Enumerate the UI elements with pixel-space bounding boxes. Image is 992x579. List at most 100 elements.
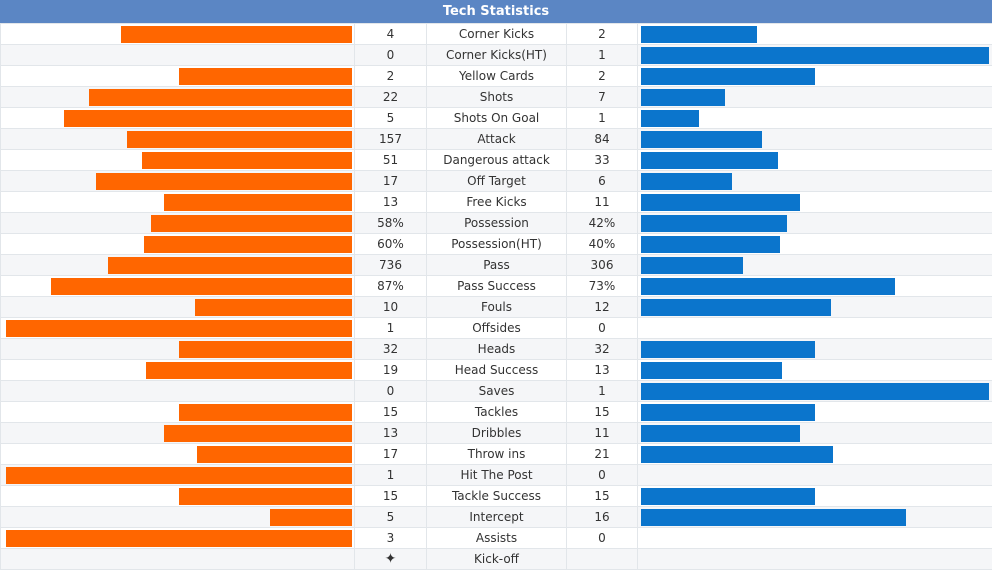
stat-name: Pass Success [426, 275, 567, 297]
home-value: 60% [354, 233, 427, 255]
home-value: 3 [354, 527, 427, 549]
stat-name: Attack [426, 128, 567, 150]
stat-row: 22 Shots 7 [0, 86, 992, 108]
home-value: 1 [354, 317, 427, 339]
away-bar-cell [637, 548, 992, 570]
away-bar [641, 256, 743, 274]
away-value: 42% [566, 212, 638, 234]
away-bar [641, 487, 815, 505]
stat-row: 10 Fouls 12 [0, 296, 992, 318]
stat-row: 157 Attack 84 [0, 128, 992, 150]
away-value: 1 [566, 44, 638, 66]
stat-row: 3 Assists 0 [0, 527, 992, 549]
home-value: 13 [354, 191, 427, 213]
stat-row: 5 Shots On Goal 1 [0, 107, 992, 129]
stat-row: 51 Dangerous attack 33 [0, 149, 992, 171]
away-value: 0 [566, 317, 638, 339]
away-value: 84 [566, 128, 638, 150]
away-value: 13 [566, 359, 638, 381]
home-bar [179, 67, 352, 85]
away-bar-cell [637, 107, 992, 129]
away-bar-cell [637, 338, 992, 360]
home-bar-cell [0, 401, 355, 423]
home-bar-cell [0, 44, 355, 66]
away-bar [641, 445, 833, 463]
away-value: 0 [566, 527, 638, 549]
home-value: 5 [354, 506, 427, 528]
home-value: 51 [354, 149, 427, 171]
home-bar [108, 256, 352, 274]
away-value: 11 [566, 422, 638, 444]
stat-name: Corner Kicks(HT) [426, 44, 567, 66]
home-bar-cell [0, 422, 355, 444]
home-bar-cell [0, 212, 355, 234]
stat-name: Yellow Cards [426, 65, 567, 87]
home-bar [179, 340, 352, 358]
away-bar [641, 361, 782, 379]
home-bar-cell [0, 254, 355, 276]
away-bar [641, 298, 831, 316]
home-bar-cell [0, 443, 355, 465]
away-bar [641, 403, 815, 421]
stat-row: 60% Possession(HT) 40% [0, 233, 992, 255]
kickoff-ball-icon: ✦ [384, 551, 397, 567]
away-value: 16 [566, 506, 638, 528]
away-bar [641, 46, 989, 64]
away-value: 1 [566, 107, 638, 129]
home-bar [121, 25, 352, 43]
stat-row: 1 Hit The Post 0 [0, 464, 992, 486]
home-value: 10 [354, 296, 427, 318]
home-bar-cell [0, 191, 355, 213]
home-bar-cell [0, 548, 355, 570]
away-value: 15 [566, 401, 638, 423]
home-bar [127, 130, 352, 148]
stat-name: Tackle Success [426, 485, 567, 507]
stat-row: 0 Saves 1 [0, 380, 992, 402]
away-value: 40% [566, 233, 638, 255]
home-value: 4 [354, 23, 427, 45]
stat-row: 58% Possession 42% [0, 212, 992, 234]
away-value: 32 [566, 338, 638, 360]
panel-title: Tech Statistics [0, 0, 992, 23]
home-bar-cell [0, 506, 355, 528]
home-bar-cell [0, 149, 355, 171]
stat-row: 13 Dribbles 11 [0, 422, 992, 444]
away-bar-cell [637, 527, 992, 549]
home-value: 87% [354, 275, 427, 297]
stat-name: Dangerous attack [426, 149, 567, 171]
away-bar [641, 88, 725, 106]
away-kickoff-cell [566, 548, 638, 570]
stat-row: 17 Off Target 6 [0, 170, 992, 192]
stat-name: Free Kicks [426, 191, 567, 213]
away-bar-cell [637, 275, 992, 297]
stat-name: Possession(HT) [426, 233, 567, 255]
away-bar [641, 67, 815, 85]
stat-name: Tackles [426, 401, 567, 423]
home-value: 0 [354, 44, 427, 66]
home-bar [179, 487, 352, 505]
home-bar-cell [0, 23, 355, 45]
stat-name: Pass [426, 254, 567, 276]
home-bar-cell [0, 233, 355, 255]
stats-table: 4 Corner Kicks 2 0 Corner Kicks(HT) 1 2 Yellow … [0, 23, 992, 570]
away-bar [641, 508, 906, 526]
home-bar [142, 151, 352, 169]
away-bar [641, 424, 800, 442]
away-value: 73% [566, 275, 638, 297]
home-bar-cell [0, 170, 355, 192]
away-bar-cell [637, 254, 992, 276]
home-bar-cell [0, 107, 355, 129]
home-value: 17 [354, 170, 427, 192]
away-value: 15 [566, 485, 638, 507]
stat-row: 15 Tackle Success 15 [0, 485, 992, 507]
away-bar-cell [637, 191, 992, 213]
home-bar [64, 109, 352, 127]
stat-row: 87% Pass Success 73% [0, 275, 992, 297]
stat-row: 15 Tackles 15 [0, 401, 992, 423]
stat-name: Offsides [426, 317, 567, 339]
away-bar [641, 172, 732, 190]
away-value: 21 [566, 443, 638, 465]
stat-name: Fouls [426, 296, 567, 318]
home-bar [164, 193, 352, 211]
away-bar-cell [637, 23, 992, 45]
